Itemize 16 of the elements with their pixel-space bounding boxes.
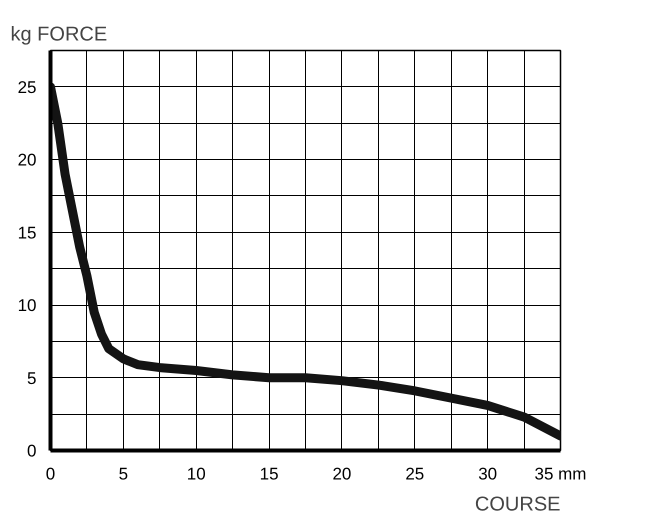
x-tick-label: 0	[46, 464, 56, 484]
x-axis-title: COURSE	[474, 494, 561, 516]
y-tick-label: 15	[18, 223, 37, 242]
x-tick-label: 15	[260, 464, 279, 484]
y-tick-label: 25	[18, 78, 37, 97]
y-tick-label: 5	[27, 368, 37, 388]
y-axis-title: kg FORCE	[10, 24, 108, 46]
x-tick-label: 30	[478, 464, 498, 484]
y-tick-label: 20	[18, 150, 37, 170]
y-tick-label: 10	[18, 296, 37, 316]
x-tick-label: 10	[186, 464, 206, 484]
x-tick-label: 35 mm	[534, 464, 586, 484]
x-tick-label: 25	[405, 464, 424, 484]
x-tick-label: 20	[332, 464, 352, 484]
x-tick-label: 5	[118, 464, 128, 484]
y-tick-label: 0	[27, 442, 37, 460]
